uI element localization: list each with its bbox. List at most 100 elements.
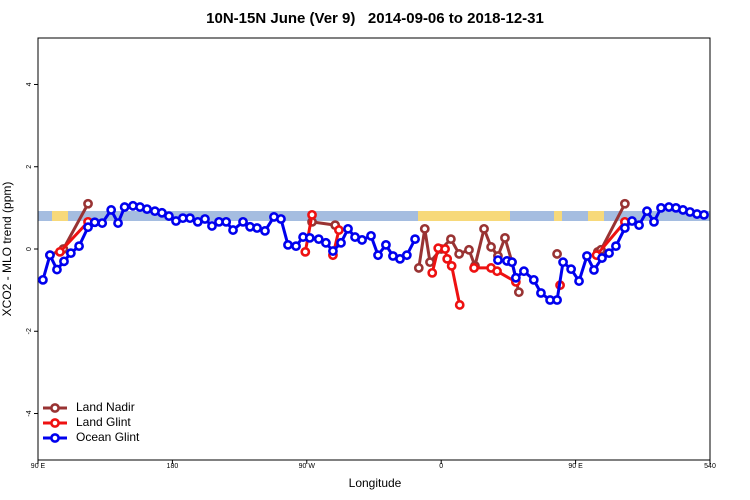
point [627, 216, 637, 226]
point [55, 246, 65, 257]
legend-label: Land Nadir [76, 400, 135, 414]
legend-marker [50, 418, 60, 428]
point [291, 241, 301, 252]
point [536, 288, 546, 298]
point [446, 234, 456, 245]
point [469, 263, 479, 273]
point [566, 264, 577, 275]
point [357, 235, 367, 245]
chart-title: 10N-15N June (Ver 9) 2014-09-06 to 2018-… [206, 10, 544, 27]
point [479, 223, 489, 234]
point [552, 249, 562, 259]
land-patch [418, 211, 510, 221]
point [486, 242, 496, 252]
y-tick-label: 0 [26, 247, 33, 251]
y-tick-label: 4 [26, 82, 33, 86]
point [83, 222, 93, 233]
point [597, 253, 607, 263]
point [574, 276, 584, 286]
point [366, 230, 376, 241]
point [228, 225, 238, 235]
point [304, 232, 315, 243]
point [313, 234, 324, 245]
point [425, 257, 435, 268]
point [513, 287, 524, 298]
point [38, 274, 48, 285]
point [528, 274, 539, 285]
point [373, 250, 383, 261]
point [510, 272, 521, 283]
y-axis-label: XCO2 - MLO trend (ppm) [0, 182, 14, 317]
point [381, 239, 391, 250]
point [493, 255, 503, 266]
point [427, 267, 438, 278]
x-tick-label: 0 [439, 463, 443, 470]
point [142, 204, 152, 215]
point [634, 220, 644, 231]
x-tick-label: 90 W [299, 463, 316, 470]
point [440, 244, 450, 254]
point [300, 246, 311, 257]
point [113, 218, 123, 228]
point [582, 251, 592, 261]
point [519, 266, 529, 277]
point [464, 244, 474, 255]
point [336, 237, 346, 248]
point [649, 216, 659, 227]
point [419, 223, 430, 234]
point [642, 206, 652, 217]
land-patch [554, 211, 562, 221]
point [410, 234, 420, 245]
point [656, 202, 666, 213]
point [446, 260, 457, 271]
point [558, 257, 568, 268]
point [74, 241, 84, 252]
x-tick-label: 540 [704, 463, 716, 470]
point [283, 239, 293, 250]
x-tick-label: 180 [167, 463, 179, 470]
point [401, 250, 412, 261]
point [65, 248, 76, 259]
point [442, 253, 453, 264]
point [252, 223, 262, 233]
x-axis-label: Longitude [349, 476, 402, 490]
point [185, 213, 195, 224]
point [200, 214, 210, 224]
x-tick-label: 90 E [31, 463, 46, 470]
legend-label: Ocean Glint [76, 430, 140, 444]
point [343, 223, 353, 234]
point [106, 205, 117, 215]
point [260, 226, 270, 236]
x-tick-label: 90 E [568, 463, 583, 470]
point [611, 241, 621, 252]
point [119, 202, 130, 212]
legend-marker [50, 433, 60, 443]
point [83, 198, 93, 209]
land-patch [52, 211, 68, 221]
y-tick-label: 2 [26, 165, 33, 169]
point [699, 209, 709, 220]
point [97, 218, 108, 228]
point [492, 266, 502, 277]
point [500, 232, 510, 243]
point [395, 253, 405, 264]
land-ocean-strip [38, 211, 710, 221]
point [276, 214, 286, 224]
point [507, 257, 517, 268]
point [321, 237, 331, 248]
point [552, 295, 562, 305]
point [207, 221, 217, 231]
point [328, 246, 338, 256]
legend-marker [50, 403, 60, 413]
legend-label: Land Glint [76, 415, 131, 429]
point [52, 264, 62, 275]
y-tick-label: -2 [26, 328, 33, 334]
point [454, 249, 465, 259]
point [334, 225, 344, 235]
point [45, 250, 55, 261]
point [454, 300, 465, 310]
point [307, 209, 317, 220]
point [619, 223, 630, 233]
y-tick-label: -4 [26, 410, 33, 416]
